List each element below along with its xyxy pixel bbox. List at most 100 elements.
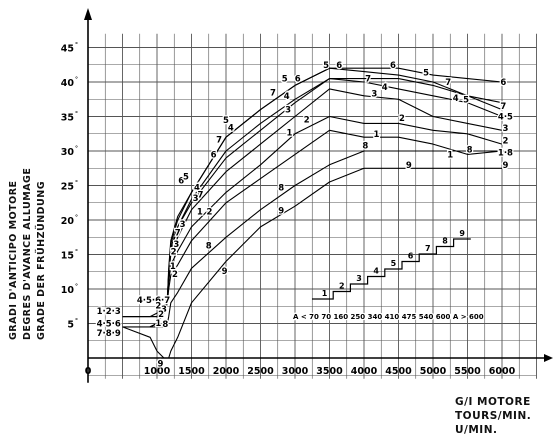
curve-label: 4 [453,94,459,104]
x-axis-label-fr: TOURS/MIN. [455,410,532,422]
curve-label: 4·5 [498,113,513,123]
x-axis-label-it: G/I MOTORE [455,396,531,408]
curve-label: 6 [390,61,396,71]
x-tick-label: 6000 [489,366,516,377]
x-tick-label: 5000 [420,366,447,377]
curve-label: 3 [180,220,186,230]
tick-labels: 5 °10 °15 °20 °25 °30 °35 °40 °45 °1000 1500 2000 25… [61,42,516,378]
x-tick-label: 1500 [178,366,205,377]
y-tick-label: 45 [61,44,74,55]
y-axis-label-it: GRADI D'ANTICIPO MOTORE [8,180,19,340]
series-line-6 [149,67,503,328]
curve-label: 4 [194,184,200,194]
degree-icon: ° [75,111,78,118]
step-label: 4 [373,267,379,276]
step-label: 5 [391,259,397,268]
series-line-8 [122,150,502,328]
curve-label: 9 [222,267,228,277]
y-axis-label-fr: DEGRES D'AVANCE ALLUMAGE [22,167,33,340]
x-tick-label: 2000 [213,366,240,377]
curve-label: 1 [373,130,379,140]
series-line-7 [149,78,503,328]
curve-label: 8 [206,242,212,252]
x-axis-label-de: U/MIN. [455,424,498,436]
curve-label: 6 [178,177,184,187]
curve-label: 7 [198,190,204,200]
curve-label: 1 [287,128,293,138]
curve-label: 3 [371,90,377,100]
degree-icon: ° [75,42,78,49]
curve-label: 1·2·3 [97,307,121,317]
curve-label: 5 [282,75,288,85]
series-line-9 [122,167,502,359]
step-label: 7 [425,244,431,253]
curve-label: 9 [406,161,412,171]
step-label: 9 [459,229,465,238]
curve-label: 5 [223,116,229,126]
curve-label: 8 [162,320,168,330]
x-tick-label: 5500 [454,366,481,377]
staircase-inset: 1 2 3 4 5 6 7 8 9 A < 70 70 160 250 340 410 475 5… [292,229,485,322]
staircase-line [312,238,471,300]
degree-icon: ° [75,249,78,256]
series-line-1 [122,129,503,318]
curve-label: 7 [216,135,222,145]
curve-label: 5 [423,68,429,78]
curve-label: 8 [362,141,368,151]
curve-label: 4·5·6·7 [137,296,170,306]
x-tick-label: 2500 [247,366,274,377]
curve-label: 2 [158,310,164,320]
curve-label: 1 [447,150,453,160]
series-line-3 [122,88,503,318]
step-label: 3 [356,274,362,283]
curve-label: 2 [171,248,177,258]
degree-icon: ° [75,145,78,152]
degree-icon: ° [75,180,78,187]
staircase-legend: A < 70 70 160 250 340 410 475 540 600 A … [293,313,484,321]
curve-label: 3 [193,194,199,204]
step-label: 1 [322,289,328,298]
curve-label: 1 [155,319,161,329]
x-origin-label: 0 [85,366,92,377]
curve-label: 8 [278,184,284,194]
curve-label: 1·8 [498,148,513,158]
curve-label: 7 [175,228,181,238]
curve-label: 7 [365,75,371,85]
curve-label: 7 [445,78,451,88]
step-label: 2 [339,282,345,291]
x-tick-label: 4000 [351,366,378,377]
curve-label: 2 [155,302,161,312]
curve-label: 9 [157,360,163,370]
degree-icon: ° [75,283,78,290]
x-tick-label: 3500 [316,366,343,377]
y-tick-label: 5 [67,320,74,331]
y-tick-label: 10 [61,285,75,296]
curve-label: 2 [304,115,310,125]
x-tick-label: 3000 [282,366,309,377]
curve-label: 4 [284,92,290,102]
y-tick-label: 30 [61,147,75,158]
curve-label: 9 [502,161,508,171]
curve-label: 4·5·6 [97,320,121,330]
curve-label: 2 [172,270,178,280]
curve-label: 3 [173,240,179,250]
curve-label: 4 [382,83,388,93]
y-tick-label: 35 [61,113,74,124]
curve-label: 3 [285,106,291,116]
curve-label: 6 [336,61,342,71]
y-tick-label: 40 [61,78,75,89]
series-lines [122,67,503,359]
x-axis-arrow [544,354,553,362]
curve-label: 2 [502,137,508,147]
curve-label: 2 [206,208,212,218]
x-tick-label: 4500 [385,366,412,377]
curve-label: 5 [183,173,189,183]
curve-label: 6 [211,150,217,160]
y-axis-label-de: GRADE DER FRÜHZÜNDUNG [36,180,47,340]
curve-label: 7 [270,88,276,98]
curve-label: 2 [399,114,405,124]
curve-label: 6 [295,75,301,85]
curve-label: 3 [502,124,508,134]
y-tick-label: 20 [61,216,75,227]
